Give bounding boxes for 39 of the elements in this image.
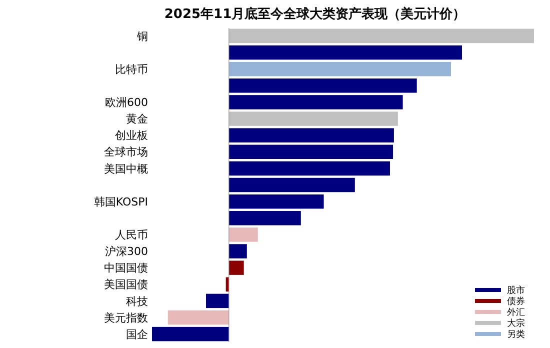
y-tick-label: 美国中概 — [104, 162, 148, 176]
bar — [228, 194, 324, 209]
chart-title: 2025年11月底至今全球大类资产表现（美元计价） — [164, 6, 466, 22]
legend-label: 大宗 — [507, 318, 525, 330]
bar — [168, 310, 229, 325]
bar — [228, 128, 394, 142]
bar — [152, 326, 229, 342]
y-tick-label: 人民币 — [115, 228, 148, 242]
bar — [228, 144, 394, 159]
y-tick-label: 全球市场 — [104, 146, 148, 159]
legend-label: 外汇 — [507, 307, 525, 318]
y-tick-label: 欧洲600 — [105, 96, 148, 110]
y-tick-label: 美国国债 — [104, 278, 148, 292]
y-tick-label: 黄金 — [126, 112, 148, 126]
bar — [228, 62, 452, 76]
y-tick-label: 中国国债 — [104, 262, 148, 275]
y-tick-label: 美元指数 — [104, 311, 148, 324]
bar — [228, 228, 258, 242]
bar — [228, 161, 390, 176]
legend-label: 另类 — [507, 329, 525, 340]
bar — [228, 112, 398, 126]
y-tick-label: 国企 — [126, 328, 148, 341]
bar — [206, 294, 229, 308]
y-tick-label: 沪深300 — [105, 245, 148, 258]
bar — [228, 95, 403, 110]
legend-label: 股市 — [507, 285, 525, 296]
y-tick-label: 科技 — [126, 294, 148, 308]
y-tick-label: 创业板 — [115, 129, 148, 142]
bar — [228, 260, 244, 275]
bar — [228, 244, 247, 258]
bar — [228, 28, 534, 44]
bar — [228, 211, 301, 226]
y-tick-label: 铜 — [136, 30, 148, 43]
bar — [228, 178, 355, 192]
bar — [228, 45, 462, 60]
bar — [228, 78, 417, 93]
y-tick-label: 韩国KOSPI — [94, 195, 148, 208]
legend-label: 债券 — [507, 296, 525, 308]
y-tick-label: 比特币 — [115, 62, 148, 76]
